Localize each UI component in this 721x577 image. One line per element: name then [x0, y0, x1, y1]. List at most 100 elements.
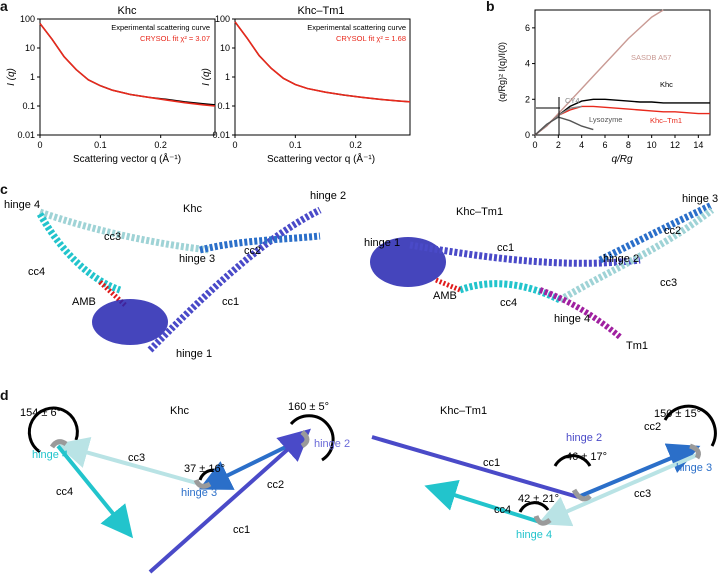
diagram-title: Khc: [170, 405, 189, 417]
y-tick-label: 100: [20, 14, 35, 24]
label-cc4: cc4: [28, 266, 45, 278]
label-cc3: cc3: [634, 488, 651, 500]
y-tick-label: 0.01: [17, 130, 35, 140]
label-hinge1: hinge 1: [176, 348, 212, 360]
y-tick-label: 100: [215, 14, 230, 24]
label-hinge2: hinge 2: [603, 253, 639, 265]
x-tick-label: 0: [37, 140, 42, 150]
x-tick-label: 4: [579, 140, 584, 150]
y-tick-label: 1: [225, 72, 230, 82]
plot-frame: [534, 9, 711, 136]
y-axis-label: I (q): [201, 68, 212, 86]
label-cc2: cc2: [244, 245, 261, 257]
label-hinge3: hinge 3: [179, 253, 215, 265]
vector-diagram-khc: Khc 154 ± 6° hinge 4 cc3 37 ± 16° cc4 hi…: [20, 401, 350, 574]
y-tick-label: 0.1: [22, 101, 35, 111]
y-tick-label: 6: [525, 23, 530, 33]
panel-letter-d: d: [0, 387, 9, 403]
x-tick-label: 10: [647, 140, 657, 150]
hinge4-connector: [533, 515, 552, 526]
hinge2-connector: [571, 488, 592, 502]
series-line-khc-tm1: [534, 105, 710, 136]
cc4-helix: [458, 280, 562, 304]
y-axis-label: I (q): [6, 68, 17, 86]
label-hinge4: hinge 4: [554, 313, 590, 325]
tm1-helix: [539, 287, 622, 340]
angle-hinge3: 150 ± 15°: [654, 408, 701, 420]
label-cc2: cc2: [664, 225, 681, 237]
cc4-helix: [36, 212, 122, 294]
cc1-helix: [409, 241, 641, 267]
x-axis-label: Scattering vector q (Å⁻¹): [73, 152, 181, 165]
angle-hinge2: 160 ± 5°: [288, 401, 329, 413]
tick-labels: 0 0.1 0.2 0.01 0.1 1 10 100: [17, 14, 166, 150]
label-lysozyme: Lysozyme: [589, 115, 622, 124]
series-line-khc: [534, 98, 710, 136]
motor-domain: [92, 299, 168, 345]
label-cc3: cc3: [104, 231, 121, 243]
amb-helix: [435, 277, 461, 293]
diagram-title: Khc–Tm1: [440, 405, 487, 417]
label-hinge3: hinge 3: [676, 462, 712, 474]
vector-cc3: [56, 437, 201, 486]
angle-hinge3: 37 ± 16°: [184, 463, 225, 475]
label-cc4: cc4: [494, 504, 511, 516]
cc3-helix: [558, 207, 715, 304]
label-cc3: cc3: [660, 277, 677, 289]
label-cc3: cc3: [128, 452, 145, 464]
label-hinge2: hinge 2: [310, 190, 346, 202]
y-tick-label: 2: [525, 94, 530, 104]
chart-title: Khc: [118, 5, 137, 17]
y-tick-label: 0.01: [212, 130, 230, 140]
label-hinge2: hinge 2: [566, 432, 602, 444]
y-tick-label: 10: [25, 43, 35, 53]
angle-hinge4: 154 ± 6°: [20, 407, 61, 419]
legend-crysol: CRYSOL fit χ² = 3.07: [140, 34, 210, 43]
tick-labels: 0 2 4 6 8 10 12 14 0 2 4 6: [525, 23, 703, 150]
label-cc2: cc2: [267, 479, 284, 491]
angle-arc-hinge4: [27, 406, 79, 454]
chart-title: Khc–Tm1: [297, 5, 344, 17]
label-hinge4: hinge 4: [4, 199, 40, 211]
structure-title: Khc–Tm1: [456, 206, 503, 218]
angle-hinge4: 42 ± 21°: [518, 493, 559, 505]
x-tick-label: 0.2: [154, 140, 167, 150]
panel-letter-c: c: [0, 181, 8, 197]
vector-cc4: [56, 444, 134, 539]
label-hinge3: hinge 3: [181, 487, 217, 499]
structure-title: Khc: [183, 203, 202, 215]
x-tick-label: 0.1: [94, 140, 107, 150]
series-line-sasdb-a57: [534, 9, 664, 136]
angle-arc-hinge3: [663, 404, 717, 447]
x-tick-label: 0.1: [289, 140, 302, 150]
vector-cc4: [424, 479, 541, 524]
tick-labels: 0 0.1 0.2 0.01 0.1 1 10 100: [212, 14, 361, 150]
panel-letter-a: a: [0, 0, 8, 14]
series-group: [39, 23, 216, 107]
series-line-crysol-fit-1-68: [234, 21, 411, 103]
cc2-helix: [199, 232, 321, 254]
label-hinge4: hinge 4: [32, 449, 68, 461]
chart-a-left: Khc Experimental scattering curve CRYSOL…: [6, 5, 216, 165]
angle-arc-hinge2: [553, 454, 592, 467]
label-hinge2: hinge 2: [314, 438, 350, 450]
series-line-lysozyme: [534, 116, 594, 136]
series-line-cy4: [534, 105, 582, 136]
label-amb: AMB: [433, 290, 457, 302]
label-amb: AMB: [72, 296, 96, 308]
chart-a-right: Khc–Tm1 Experimental scattering curve CR…: [201, 5, 411, 165]
hinge4-connector: [49, 439, 68, 449]
chart-b: q/Rg (q/Rg)² I(q)/I(0) 0 2 4 6 8 10 12 14 0 2 4 6 S…: [497, 9, 711, 165]
y-tick-label: 4: [525, 59, 530, 69]
y-tick-label: 1: [30, 72, 35, 82]
cc1-helix: [147, 206, 322, 353]
hinge2-connector: [300, 430, 310, 449]
label-khc: Khc: [660, 80, 673, 89]
x-tick-label: 6: [602, 140, 607, 150]
y-tick-label: 10: [220, 43, 230, 53]
x-tick-label: 0: [232, 140, 237, 150]
x-tick-label: 2: [556, 140, 561, 150]
x-tick-label: 12: [670, 140, 680, 150]
label-hinge4: hinge 4: [516, 529, 552, 541]
vector-cc2: [577, 443, 701, 499]
